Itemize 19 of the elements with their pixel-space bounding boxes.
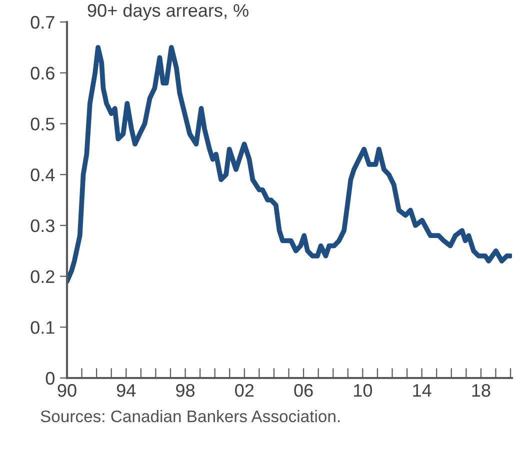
line-series [67,45,512,284]
x-tick-label: 90 [58,384,76,397]
y-tick-label: 0.4 [30,168,55,182]
y-tick-label: 0.7 [30,16,54,29]
x-tick-label: 06 [294,384,313,397]
y-tick-label: 0.1 [30,321,54,334]
chart-title: 90+ days arrears, % [88,4,248,20]
y-tick-label: 0.2 [30,270,54,284]
x-tick-label: 18 [472,384,490,397]
y-tick-label: 0.6 [30,66,54,80]
y-tick-label: 0 [46,372,54,385]
x-tick-label: 94 [116,384,136,397]
x-tick-label: 02 [235,384,254,397]
y-tick-label: 0.5 [30,118,54,130]
x-tick-label: 98 [176,384,195,397]
x-tick-label: 14 [413,384,432,397]
source-note: Sources: Canadian Bankers Association. [40,410,340,422]
y-tick-label: 0.3 [30,219,54,232]
x-tick-label: 10 [354,384,372,397]
